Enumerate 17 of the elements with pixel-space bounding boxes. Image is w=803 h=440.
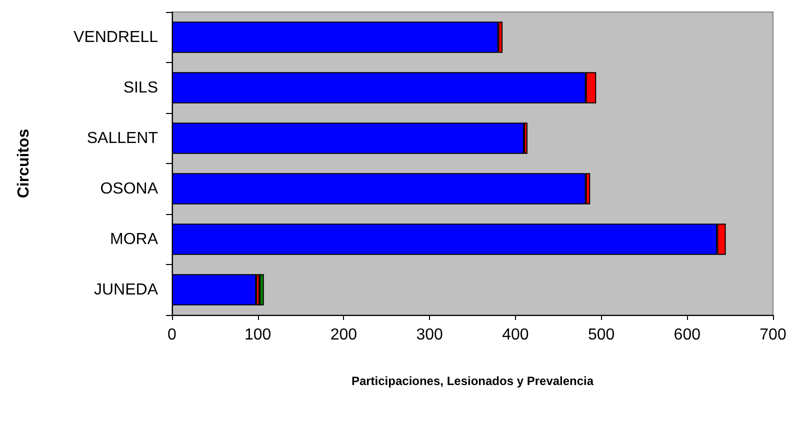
x-tick-label: 100 [244, 326, 272, 344]
y-tick-label: SALLENT [86, 130, 158, 147]
x-tick-label: 200 [330, 326, 358, 344]
y-axis-title: Circuitos [16, 128, 32, 198]
y-tick-label: JUNEDA [94, 281, 158, 298]
y-tick-label: VENDRELL [74, 28, 158, 46]
y-tick-label: MORA [110, 230, 158, 248]
x-axis-title: Participaciones, Lesionados y Prevalencia [351, 374, 594, 388]
x-tick-label: 600 [674, 326, 701, 344]
x-tick-label: 500 [588, 326, 615, 344]
y-tick-label: OSONA [100, 180, 158, 198]
x-tick-label: 0 [168, 326, 177, 344]
x-tick-label: 400 [502, 326, 529, 344]
x-tick-label: 300 [416, 326, 444, 344]
y-tick-label: SILS [123, 79, 158, 96]
x-tick-label: 700 [760, 326, 786, 344]
bar [260, 274, 264, 306]
